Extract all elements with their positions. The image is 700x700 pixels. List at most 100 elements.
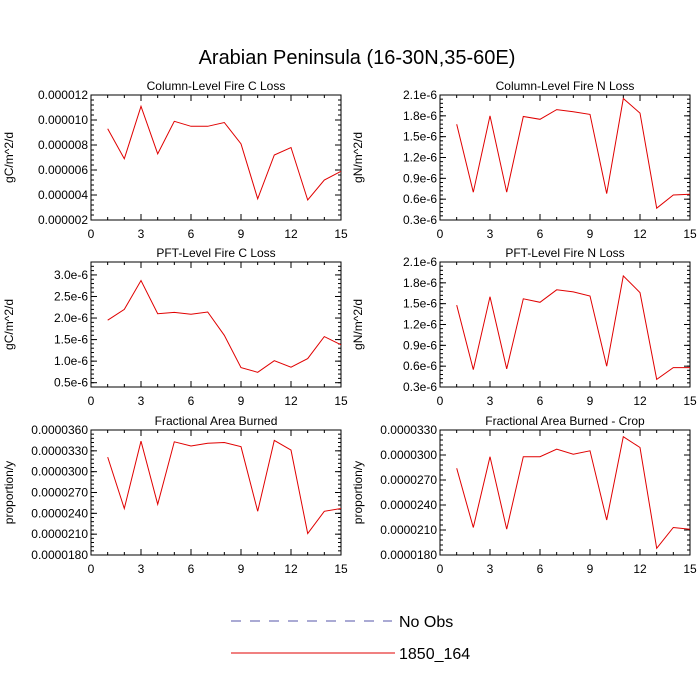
legend-item: No Obs [231, 614, 453, 631]
panel-title: Column-Level Fire N Loss [496, 79, 635, 93]
x-tick-label: 0 [437, 562, 444, 576]
y-tick-label: 2.1e-6 [403, 88, 437, 102]
series-line [456, 97, 690, 210]
x-tick-label: 9 [587, 562, 594, 576]
y-tick-label: 0.0000210 [380, 523, 437, 537]
panel-title: PFT-Level Fire N Loss [505, 246, 624, 260]
y-tick-label: 0.9e-6 [403, 338, 437, 352]
x-tick-label: 6 [537, 562, 544, 576]
panel-1: Column-Level Fire C Loss gC/m^2/d 0 3 6 9 12 15… [2, 79, 348, 241]
y-tick-label: 1.0e-6 [54, 354, 88, 368]
legend-label: 1850_164 [399, 646, 470, 663]
figure-title: Arabian Peninsula (16-30N,35-60E) [199, 47, 516, 69]
panel-4: PFT-Level Fire N Loss gN/m^2/d 0 3 6 9 12 15 0.3… [351, 246, 697, 408]
x-tick-label: 15 [683, 394, 697, 408]
x-tick-label: 3 [487, 394, 494, 408]
x-tick-label: 12 [284, 394, 298, 408]
y-tick-label: 0.0000240 [380, 498, 437, 512]
x-tick-label: 3 [138, 562, 145, 576]
y-tick-label: 0.0000270 [31, 486, 88, 500]
panel-title: Fractional Area Burned [155, 414, 278, 428]
y-tick-label: 0.0000240 [31, 506, 88, 520]
x-tick-label: 9 [238, 394, 245, 408]
plot-frame [439, 94, 691, 221]
legend-item: 1850_164 [231, 646, 470, 663]
x-tick-label: 3 [487, 562, 494, 576]
x-tick-label: 15 [334, 562, 348, 576]
y-tick-label: 0.0000180 [380, 548, 437, 562]
series-line [107, 104, 341, 202]
y-tick-label: 0.9e-6 [403, 171, 437, 185]
x-tick-label: 6 [537, 394, 544, 408]
x-tick-label: 3 [487, 227, 494, 241]
y-tick-label: 1.5e-6 [54, 333, 88, 347]
panel-3: PFT-Level Fire C Loss gC/m^2/d 0 3 6 9 12 15 0.5… [2, 246, 348, 408]
legend: No Obs 1850_164 [231, 614, 470, 663]
x-tick-label: 6 [537, 227, 544, 241]
y-tick-label: 1.2e-6 [403, 151, 437, 165]
y-tick-label: 0.0000300 [380, 448, 437, 462]
series-line [456, 274, 690, 381]
x-tick-label: 12 [633, 394, 647, 408]
y-tick-label: 0.3e-6 [403, 213, 437, 227]
y-tick-label: 0.0000300 [31, 465, 88, 479]
series-line [107, 279, 341, 373]
y-tick-label: 0.3e-6 [403, 380, 437, 394]
y-tick-label: 0.000008 [38, 138, 88, 152]
x-tick-label: 12 [284, 562, 298, 576]
y-tick-label: 0.0000330 [31, 444, 88, 458]
x-tick-label: 15 [334, 227, 348, 241]
y-tick-label: 0.0000270 [380, 473, 437, 487]
x-tick-label: 3 [138, 394, 145, 408]
x-tick-label: 6 [188, 227, 195, 241]
y-axis-label: gC/m^2/d [2, 132, 16, 183]
y-tick-label: 0.000006 [38, 163, 88, 177]
y-tick-label: 0.0000330 [380, 423, 437, 437]
y-axis-label: gN/m^2/d [351, 299, 365, 350]
y-tick-label: 0.0000360 [31, 423, 88, 437]
y-axis-label: gN/m^2/d [351, 132, 365, 183]
y-tick-label: 2.5e-6 [54, 289, 88, 303]
panel-6: Fractional Area Burned - Crop proportion/… [351, 414, 697, 576]
y-axis-label: proportion/y [351, 461, 365, 524]
x-tick-label: 0 [88, 227, 95, 241]
legend-label: No Obs [399, 614, 453, 631]
panel-2: Column-Level Fire N Loss gN/m^2/d 0 3 6 9 12 15… [351, 79, 697, 241]
y-tick-label: 1.2e-6 [403, 318, 437, 332]
x-tick-label: 12 [633, 562, 647, 576]
y-tick-label: 0.6e-6 [403, 192, 437, 206]
y-tick-label: 0.000002 [38, 213, 88, 227]
x-tick-label: 15 [334, 394, 348, 408]
x-tick-label: 12 [284, 227, 298, 241]
x-tick-label: 0 [437, 394, 444, 408]
series-line [107, 439, 341, 535]
x-tick-label: 9 [238, 227, 245, 241]
y-tick-label: 0.0000210 [31, 527, 88, 541]
panel-title: Column-Level Fire C Loss [147, 79, 286, 93]
x-tick-label: 15 [683, 562, 697, 576]
x-tick-label: 6 [188, 562, 195, 576]
panel-title: Fractional Area Burned - Crop [485, 414, 645, 428]
y-tick-label: 2.1e-6 [403, 255, 437, 269]
y-tick-label: 1.8e-6 [403, 276, 437, 290]
y-axis-label: gC/m^2/d [2, 299, 16, 350]
panel-title: PFT-Level Fire C Loss [156, 246, 275, 260]
panel-5: Fractional Area Burned proportion/y 0 3 6 9 12… [2, 414, 348, 576]
x-tick-label: 0 [88, 562, 95, 576]
x-tick-label: 3 [138, 227, 145, 241]
y-tick-label: 0.000010 [38, 113, 88, 127]
series-line [456, 435, 690, 550]
y-tick-label: 1.5e-6 [403, 130, 437, 144]
plot-frame [90, 261, 342, 388]
x-tick-label: 12 [633, 227, 647, 241]
x-tick-label: 15 [683, 227, 697, 241]
y-tick-label: 0.000012 [38, 88, 88, 102]
panels: Column-Level Fire C Loss gC/m^2/d 0 3 6 9 12 15… [2, 79, 697, 576]
plot-frame [439, 261, 691, 388]
y-tick-label: 0.0000180 [31, 548, 88, 562]
plot-frame [439, 429, 691, 556]
y-axis-label: proportion/y [2, 461, 16, 524]
y-tick-label: 0.5e-6 [54, 376, 88, 390]
y-tick-label: 0.000004 [38, 188, 88, 202]
